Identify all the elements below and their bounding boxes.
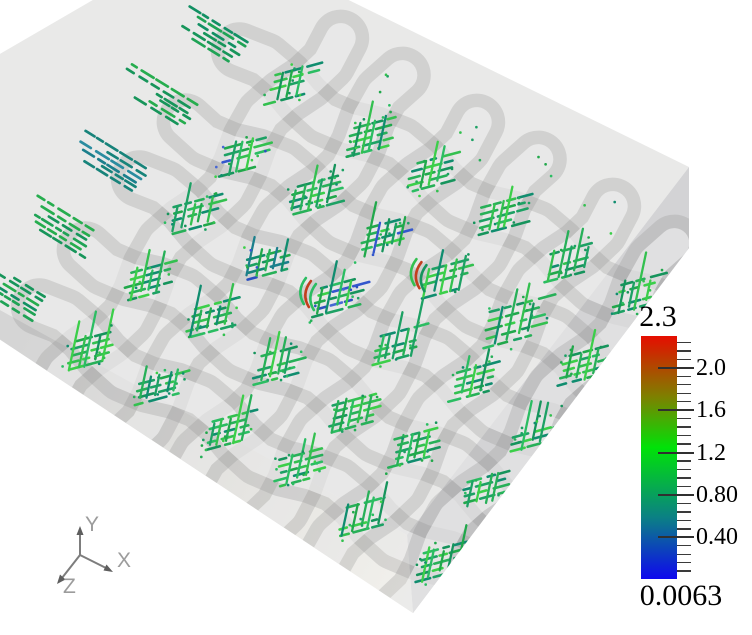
- trace-streaks: [130, 470, 202, 545]
- y-axis-label: Y: [85, 513, 99, 536]
- trace-cluster: [200, 394, 259, 459]
- colorbar-minor-tick: [677, 341, 691, 344]
- trace-cluster: [385, 421, 441, 475]
- trace-streaks: [357, 597, 395, 613]
- trace-cluster: [328, 392, 382, 434]
- warp-yarn: [210, 22, 689, 359]
- colorbar-major-tick: [658, 493, 694, 496]
- trace-cluster: [353, 201, 414, 264]
- trace-streaks: [197, 507, 268, 594]
- orientation-axes-widget: X Y Z: [57, 513, 131, 598]
- z-axis-arrow-icon: [57, 574, 66, 584]
- trace-dots: [583, 200, 616, 239]
- z-axis-label: Z: [63, 575, 76, 598]
- colorbar-minor-tick: [677, 485, 691, 488]
- colorbar-minor-tick: [677, 570, 691, 572]
- weft-yarn: [293, 177, 642, 592]
- trace-streaks: [33, 194, 95, 259]
- trace-cluster: [262, 61, 324, 106]
- colorbar-tick-label: 1.2: [696, 439, 726, 466]
- colorbar-minor-tick: [677, 392, 691, 394]
- x-axis-label: X: [117, 549, 131, 572]
- colorbar-minor-tick: [677, 511, 691, 513]
- colorbar-minor-tick: [677, 528, 691, 530]
- trace-cluster: [406, 140, 462, 198]
- colorbar-minor-tick: [677, 434, 691, 437]
- colorbar-minor-tick: [677, 460, 691, 462]
- colorbar-major-tick: [658, 409, 694, 412]
- warp-yarn: [156, 93, 667, 431]
- colorbar-major-tick: [658, 536, 694, 539]
- colorbar-minor-tick: [677, 553, 691, 555]
- trace-cluster: [472, 185, 534, 237]
- trace-cluster: [409, 249, 475, 300]
- colorbar-minor-tick: [677, 426, 691, 428]
- trace-dots: [378, 73, 391, 107]
- trace-cluster: [446, 348, 501, 404]
- warp-yarn: [110, 150, 622, 487]
- trace-streaks: [79, 129, 148, 192]
- warp-yarn: [56, 221, 567, 559]
- color-legend-min-value: 0.0063: [639, 579, 723, 612]
- trace-cluster: [543, 227, 594, 284]
- x-axis-arrow-icon: [103, 564, 113, 572]
- trace-cluster: [214, 136, 274, 178]
- trace-cluster: [345, 100, 397, 159]
- colorbar-tick-label: 0.80: [696, 481, 738, 508]
- colorbar-minor-tick: [677, 375, 691, 377]
- colorbar-tick-label: 0.40: [696, 524, 738, 551]
- trace-streaks: [67, 423, 134, 499]
- colorbar-minor-tick: [677, 468, 691, 471]
- trace-cluster: [482, 282, 557, 351]
- trace-cluster: [273, 432, 327, 488]
- z-axis-line: [61, 554, 81, 579]
- trace-cluster: [61, 308, 115, 372]
- colorbar-minor-tick: [677, 562, 691, 564]
- warp-yarn: [10, 278, 522, 613]
- trace-cluster: [251, 330, 307, 387]
- trace-cluster: [123, 248, 178, 302]
- colorbar-minor-tick: [677, 350, 691, 352]
- colorbar-minor-tick: [677, 519, 691, 522]
- trace-dots: [459, 125, 482, 162]
- trace-streaks: [259, 552, 334, 613]
- trace-cluster: [132, 365, 191, 407]
- trace-cluster: [299, 260, 371, 324]
- colorbar-minor-tick: [677, 417, 691, 420]
- trace-cluster: [371, 297, 430, 368]
- trace-streaks: [0, 273, 46, 323]
- color-legend-max-value: 2.3: [639, 300, 677, 333]
- colorbar-minor-tick: [677, 545, 691, 547]
- colorbar-tick-label: 1.6: [696, 397, 726, 424]
- trace-cluster: [462, 469, 511, 508]
- trace-dots: [527, 155, 553, 205]
- trace-cluster: [185, 282, 241, 339]
- colorbar-minor-tick: [677, 443, 691, 445]
- y-axis-arrow-icon: [76, 526, 84, 535]
- trace-cluster: [163, 182, 228, 236]
- trace-cluster: [338, 481, 389, 542]
- trace-streaks: [0, 381, 62, 454]
- colorbar-tick-label: 2.0: [696, 354, 726, 381]
- trace-cluster: [243, 235, 291, 281]
- x-axis-line: [79, 554, 109, 570]
- colorbar-minor-tick: [677, 358, 691, 360]
- trace-streaks: [125, 63, 199, 126]
- colorbar-minor-tick: [677, 384, 691, 386]
- colorbar-minor-tick: [677, 477, 691, 479]
- colorbar-minor-tick: [677, 400, 691, 403]
- colorbar-major-tick: [658, 451, 694, 454]
- trace-cluster: [286, 163, 346, 216]
- trace-streaks: [181, 5, 249, 63]
- trace-cluster: [610, 251, 669, 316]
- colorbar-major-tick: [658, 366, 694, 369]
- color-legend-gradient-bar: [641, 336, 677, 579]
- colorbar-minor-tick: [677, 502, 691, 505]
